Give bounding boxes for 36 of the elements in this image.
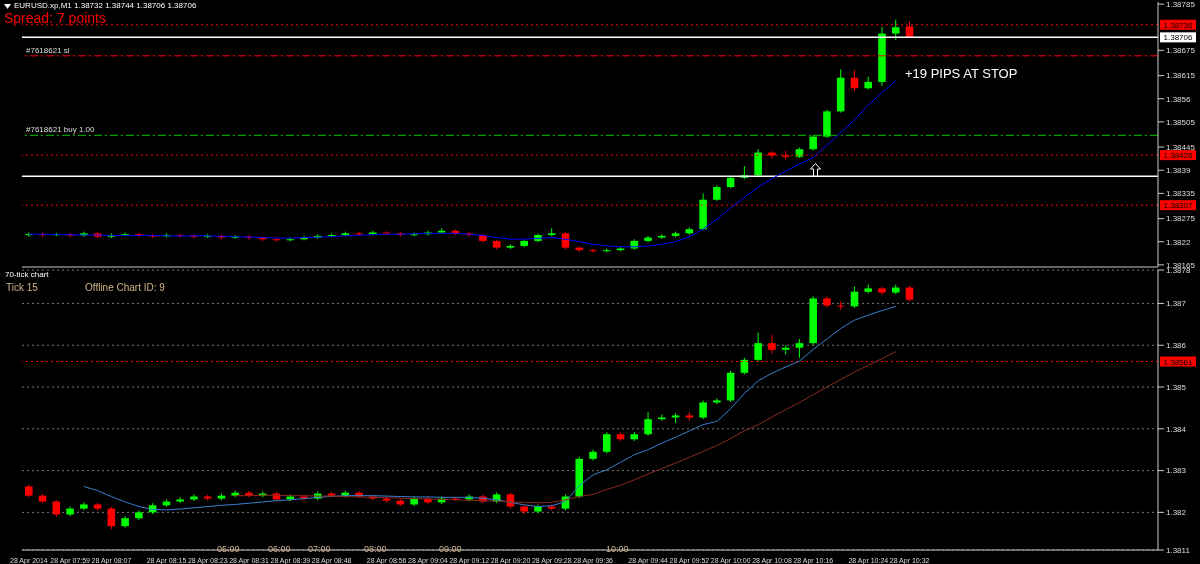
y-tick-label: 1.38335 [1166, 189, 1196, 199]
y-tick-label: 1.386 [1166, 341, 1187, 351]
ref-line-label: 1.38736 [1163, 20, 1194, 30]
y-tick-label: 1.382 [1166, 508, 1187, 518]
y-tick-label: 1.38275 [1166, 214, 1196, 224]
y-tick-label: 1.3822 [1166, 237, 1192, 247]
ref-line-label: 1.38561 [1163, 357, 1194, 367]
ref-line-label: #7618621 buy 1.00 [26, 125, 96, 135]
annotation: 10:00 [606, 544, 629, 554]
annotation: 09:00 [439, 544, 462, 554]
annotation: Offline Chart ID: 9 [85, 282, 165, 293]
annotation: +19 PIPS AT STOP [905, 66, 1018, 81]
y-tick-label: 1.38675 [1166, 46, 1196, 56]
ref-line-label: #7618621 sl [26, 45, 70, 55]
y-tick-label: 1.384 [1166, 424, 1187, 434]
annotation: Tick 15 [6, 282, 38, 293]
y-tick-label: 1.385 [1166, 382, 1187, 392]
y-tick-label: 1.387 [1166, 299, 1187, 309]
y-tick-label: 1.3811 [1166, 545, 1191, 555]
ref-line-label: 1.38426 [1163, 151, 1194, 161]
y-tick-label: 1.383 [1166, 466, 1187, 476]
annotation: 06:00 [268, 544, 291, 554]
chart-title: EURUSD.xp,M1 1.38732 1.38744 1.38706 1.38706 [14, 1, 197, 10]
chart-title: 70-tick chart [5, 270, 49, 279]
y-tick-label: 1.3839 [1166, 166, 1192, 176]
annotation: 07:00 [308, 544, 331, 554]
annotation: 05:00 [217, 544, 240, 554]
y-tick-label: 1.38505 [1166, 117, 1196, 127]
y-tick-label: 1.38785 [1166, 0, 1196, 9]
y-tick-label: 1.3856 [1166, 94, 1192, 104]
ref-line-label: 1.38307 [1163, 201, 1194, 211]
annotation: 08:00 [364, 544, 387, 554]
text: Spread: 7 points [4, 10, 106, 26]
ref-line-label: 1.38706 [1163, 33, 1194, 43]
y-tick-label: 1.38615 [1166, 71, 1196, 81]
y-tick-label: 1.38445 [1166, 142, 1196, 152]
